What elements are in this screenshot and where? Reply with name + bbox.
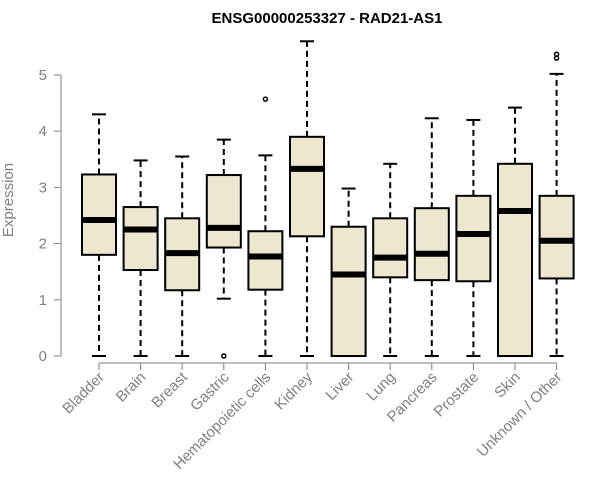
box-prostate <box>455 118 492 357</box>
x-tick-label: Kidney <box>271 368 316 413</box>
x-tick-label: Breast <box>148 368 191 411</box>
outlier-point <box>221 353 227 359</box>
y-tick-label: 2 <box>39 236 47 253</box>
iqr-box <box>289 135 325 238</box>
x-tick-label: Prostate <box>431 369 483 421</box>
y-tick-label: 3 <box>39 179 47 196</box>
box-unknown-other <box>538 51 575 357</box>
box-skin <box>497 106 533 357</box>
y-axis: 0 1 2 3 4 5 <box>39 67 62 365</box>
iqr-box <box>538 194 575 280</box>
boxes-group <box>81 40 575 359</box>
y-tick-label: 5 <box>39 67 47 84</box>
box-hematopoietic-cells <box>247 96 284 357</box>
iqr-box <box>122 206 159 272</box>
iqr-box <box>372 217 409 279</box>
iqr-box <box>497 162 533 357</box>
box-kidney <box>289 40 325 357</box>
box-lung <box>372 162 409 357</box>
box-bladder <box>81 113 117 357</box>
y-tick-label: 1 <box>39 292 47 309</box>
y-axis-label: Expression <box>0 163 17 237</box>
outlier-point <box>553 51 560 57</box>
box-breast <box>164 155 201 357</box>
x-tick-label: Brain <box>113 369 150 406</box>
box-brain <box>122 159 159 357</box>
box-liver <box>330 187 367 357</box>
y-tick-label: 0 <box>39 348 47 365</box>
iqr-box <box>205 174 242 249</box>
outlier-point <box>262 96 269 102</box>
y-tick-label: 4 <box>39 123 47 140</box>
x-tick-label: Bladder <box>59 369 108 418</box>
box-pancreas <box>413 117 450 357</box>
chart-title: ENSG00000253327 - RAD21-AS1 <box>212 10 443 27</box>
x-tick-label: Skin <box>491 369 524 402</box>
iqr-box <box>247 230 284 291</box>
iqr-box <box>330 225 367 357</box>
x-tick-label: Liver <box>322 369 357 404</box>
box-gastric <box>205 138 242 359</box>
iqr-box <box>455 194 492 283</box>
x-tick-label: Lung <box>363 369 399 405</box>
iqr-box <box>81 173 117 256</box>
iqr-box <box>413 207 450 282</box>
